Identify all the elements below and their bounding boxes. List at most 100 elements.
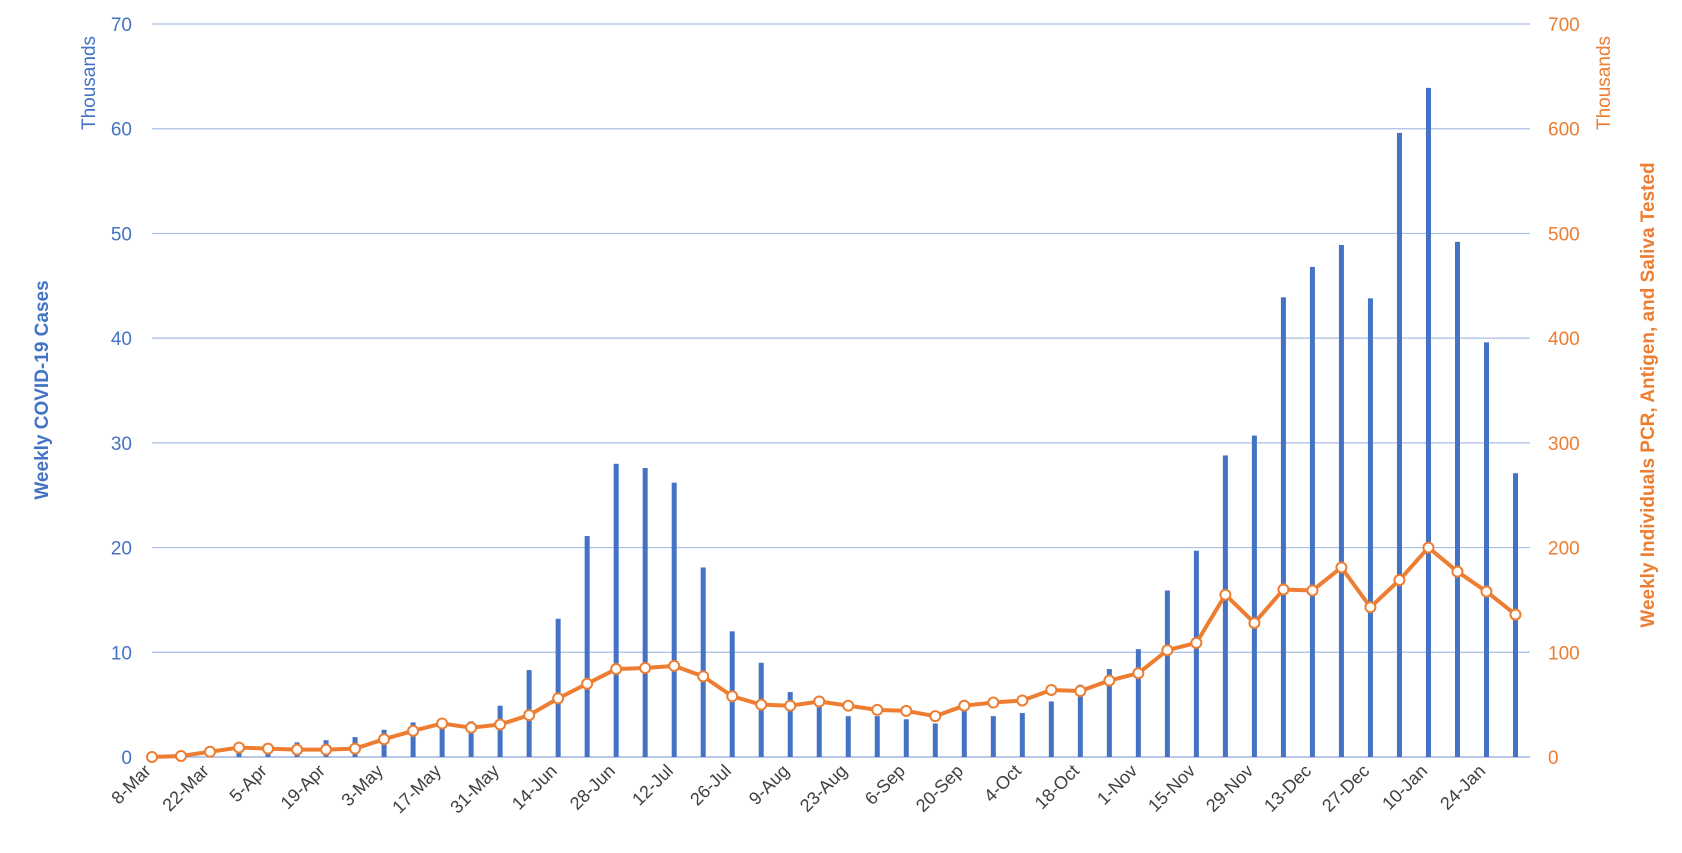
bar [874, 716, 880, 757]
x-tick-label: 17-May [388, 761, 445, 818]
line-marker [349, 742, 362, 755]
right-tick-label: 700 [1548, 15, 1580, 36]
bar [555, 618, 561, 757]
line-marker [1045, 683, 1058, 696]
x-tick-label: 19-Apr [277, 761, 329, 813]
bar [700, 567, 706, 757]
left-tick-label: 20 [111, 539, 132, 560]
left-tick-label: 70 [111, 15, 132, 36]
left-tick-label: 10 [111, 643, 132, 664]
line-marker [755, 698, 768, 711]
x-tick-label: 14-Jun [508, 761, 561, 814]
left-tick-label: 0 [121, 748, 132, 769]
line-marker [929, 710, 942, 723]
x-tick-label: 5-Apr [226, 761, 271, 806]
right-tick-label: 100 [1548, 643, 1580, 664]
right-axis-title: Weekly Individuals PCR, Antigen, and Sal… [1638, 162, 1659, 627]
x-tick-label: 13-Dec [1260, 761, 1315, 816]
x-tick-label: 27-Dec [1318, 761, 1373, 816]
left-axis-ticks: 0 10 20 30 40 50 60 70 [111, 15, 132, 769]
line-marker [1132, 667, 1145, 680]
bar [1193, 550, 1199, 757]
bar [1367, 298, 1373, 757]
line-marker [146, 751, 158, 763]
x-tick-label: 29-Nov [1202, 761, 1257, 816]
x-tick-label: 10-Jan [1378, 761, 1431, 814]
line-marker [262, 742, 275, 755]
right-tick-label: 0 [1548, 748, 1559, 769]
bar [1135, 649, 1141, 757]
x-axis-ticks: 8-Mar 22-Mar 5-Apr 19-Apr 3-May 17-May 31-May 1… [107, 761, 1489, 818]
line-marker [1161, 644, 1174, 657]
bar [671, 482, 677, 757]
x-tick-label: 1-Nov [1093, 761, 1141, 809]
line-marker [233, 741, 246, 754]
gridlines [152, 23, 1530, 758]
bar [613, 463, 619, 757]
x-tick-label: 6-Sep [861, 761, 909, 809]
bar [642, 467, 648, 757]
line-marker [523, 709, 536, 722]
line-marker [784, 699, 797, 712]
bar [410, 722, 416, 757]
line-marker [842, 699, 855, 712]
line-marker [378, 733, 391, 746]
bar [961, 710, 967, 757]
line-marker [1422, 541, 1435, 554]
line-marker [1074, 685, 1087, 698]
bar [468, 721, 474, 757]
right-tick-label: 300 [1548, 434, 1580, 455]
line-marker [291, 743, 304, 756]
bar [1425, 87, 1431, 757]
x-tick-label: 22-Mar [158, 761, 212, 815]
line-marker [958, 699, 971, 712]
line-marker [1277, 583, 1290, 596]
bar [1077, 684, 1083, 757]
x-tick-label: 31-May [446, 761, 503, 818]
x-tick-label: 9-Aug [745, 761, 793, 809]
line-marker [1016, 694, 1029, 707]
x-tick-label: 26-Jul [686, 761, 735, 810]
line-marker [1219, 588, 1232, 601]
left-axis-title: Weekly COVID-19 Cases [32, 280, 53, 499]
bar [497, 705, 503, 757]
line-marker [697, 670, 710, 683]
x-tick-label: 28-Jun [566, 761, 619, 814]
bar [1164, 590, 1170, 757]
line-marker [1364, 601, 1377, 614]
line-marker [320, 743, 333, 756]
line-marker [1335, 561, 1348, 574]
bar [1396, 132, 1402, 758]
line-marker [204, 745, 217, 758]
x-tick-label: 23-Aug [796, 761, 851, 816]
line-marker [668, 659, 681, 672]
x-tick-label: 24-Jan [1436, 761, 1489, 814]
bar [990, 716, 996, 757]
right-axis-ticks: 0 100 200 300 400 500 600 700 [1548, 15, 1580, 769]
line-marker [1248, 616, 1261, 629]
line-marker [581, 677, 594, 690]
line-marker [1451, 565, 1464, 578]
right-tick-label: 400 [1548, 329, 1580, 350]
line-marker [1480, 585, 1493, 598]
left-tick-label: 40 [111, 329, 132, 350]
line-marker [175, 749, 188, 762]
bar [1280, 297, 1286, 757]
bar [1309, 266, 1315, 757]
line-marker [494, 718, 507, 731]
line-marker [639, 661, 652, 674]
bar [1222, 455, 1228, 757]
line-marker [552, 692, 565, 705]
bar [787, 692, 793, 757]
bar [816, 698, 822, 757]
bar [1048, 701, 1054, 757]
left-tick-label: 30 [111, 434, 132, 455]
line-marker [871, 703, 884, 716]
left-tick-label: 50 [111, 224, 132, 245]
bar [1338, 244, 1344, 757]
left-tick-label: 60 [111, 120, 132, 141]
line-marker [1190, 636, 1203, 649]
line-marker [900, 704, 913, 717]
line-marker [726, 690, 739, 703]
bar [584, 536, 590, 757]
